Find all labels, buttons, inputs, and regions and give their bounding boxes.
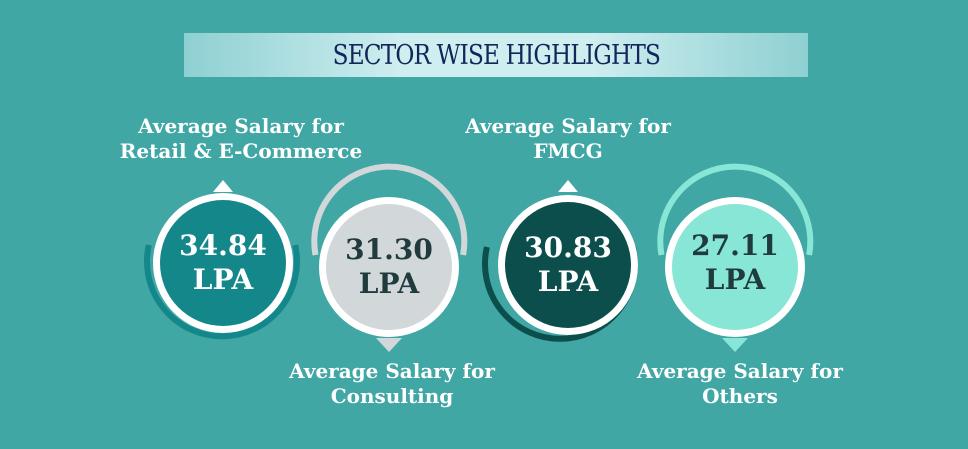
ring-arc-others [657, 163, 814, 256]
sector-label-others: Average Salary for Others [590, 359, 890, 409]
salary-unit: LPA [192, 263, 254, 296]
sector-label-line1: Average Salary for [289, 359, 495, 383]
pointer-down-icon [722, 338, 748, 352]
sector-value-others: 27.11 LPA [670, 229, 800, 297]
value-disc-consulting [326, 204, 452, 330]
sector-value-retail: 34.84 LPA [158, 229, 288, 297]
sector-label-line2: Consulting [330, 384, 454, 408]
sector-value-fmcg: 30.83 LPA [503, 231, 633, 299]
sector-circle-fmcg [482, 180, 638, 342]
salary-unit: LPA [704, 263, 766, 296]
ring-arc-retail [144, 244, 300, 340]
salary-unit: LPA [537, 265, 599, 298]
sector-label-fmcg: Average Salary for FMCG [418, 114, 718, 164]
sector-label-line2: Retail & E-Commerce [119, 139, 363, 163]
sector-circle-consulting [311, 163, 468, 352]
sector-label-line1: Average Salary for [637, 359, 843, 383]
sector-value-consulting: 31.30 LPA [324, 233, 454, 301]
value-disc-others [672, 204, 798, 330]
salary-value: 30.83 [524, 231, 612, 264]
sector-label-retail: Average Salary for Retail & E-Commerce [91, 114, 391, 164]
value-disc-fmcg [505, 202, 631, 328]
sector-label-consulting: Average Salary for Consulting [242, 359, 542, 409]
salary-value: 31.30 [345, 233, 433, 266]
salary-unit: LPA [358, 267, 420, 300]
sector-label-line2: Others [702, 384, 778, 408]
sector-label-line1: Average Salary for [138, 114, 344, 138]
value-disc-retail [160, 200, 286, 326]
page-title: SECTOR WISE HIGHLIGHTS [332, 39, 660, 71]
sector-label-line2: FMCG [533, 139, 603, 163]
pointer-up-icon [558, 180, 578, 192]
ring-arc-consulting [311, 163, 468, 256]
salary-value: 34.84 [179, 229, 267, 262]
salary-value: 27.11 [691, 229, 779, 262]
sector-label-line1: Average Salary for [465, 114, 671, 138]
header-banner: SECTOR WISE HIGHLIGHTS [184, 33, 808, 77]
pointer-down-icon [376, 338, 402, 352]
pointer-up-icon [213, 180, 233, 192]
sector-circle-retail [144, 180, 300, 340]
sector-circle-others [657, 163, 814, 352]
